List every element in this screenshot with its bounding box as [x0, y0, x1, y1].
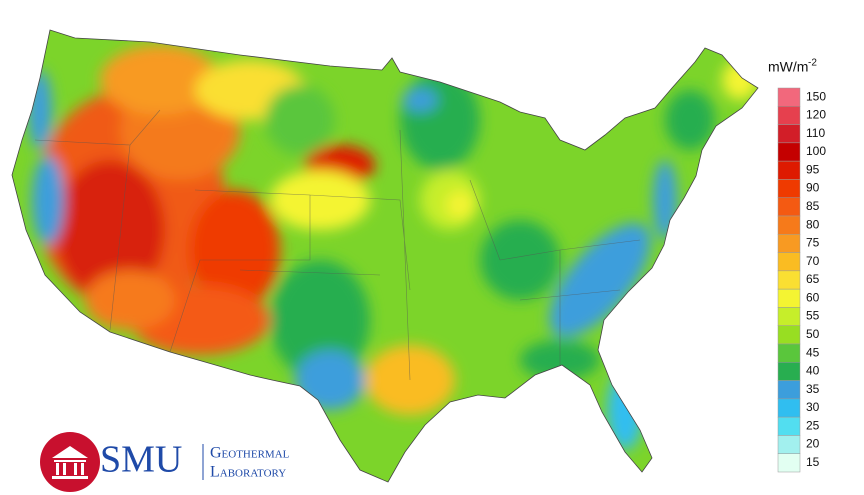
- legend-swatch: [777, 398, 801, 418]
- legend-label: 60: [806, 290, 820, 304]
- legend-swatch: [777, 416, 801, 436]
- legend-swatch: [777, 106, 801, 125]
- legend-label: 95: [806, 162, 820, 176]
- logo-name: SMU: [100, 439, 182, 481]
- legend-label: 50: [806, 327, 820, 341]
- legend-swatch: [777, 197, 801, 217]
- legend-label: 110: [806, 126, 825, 140]
- legend-label: 30: [806, 400, 820, 414]
- legend-label: 40: [806, 364, 820, 378]
- legend-swatch: [777, 142, 801, 162]
- legend-swatch: [777, 325, 801, 345]
- state-lines: [34, 109, 641, 381]
- legend-label: 150: [806, 89, 826, 103]
- legend-label: 70: [806, 254, 820, 268]
- legend-swatch: [777, 362, 801, 381]
- legend-swatch: [777, 179, 801, 198]
- legend-label: 75: [806, 236, 820, 250]
- legend-swatch: [777, 215, 801, 235]
- legend-swatch: [777, 307, 801, 326]
- heat-field: [12, 30, 758, 482]
- legend-label: 45: [806, 345, 820, 359]
- logo-building: [52, 446, 88, 479]
- logo-line-2: Laboratory: [210, 464, 286, 481]
- legend-swatch: [777, 252, 801, 272]
- logo-line-1: Geothermal: [210, 445, 290, 462]
- legend-label: 120: [806, 108, 826, 122]
- legend-swatch: [777, 435, 801, 454]
- legend-label: 85: [806, 199, 820, 213]
- legend-unit-exponent: -2: [808, 58, 817, 69]
- legend-label: 65: [806, 272, 820, 286]
- legend-label: 55: [806, 309, 820, 323]
- legend-swatch: [777, 453, 801, 473]
- legend-label: 25: [806, 418, 820, 432]
- legend-label: 80: [806, 217, 820, 231]
- legend-label: 15: [806, 455, 820, 469]
- legend-swatch: [777, 343, 801, 363]
- legend-label: 20: [806, 437, 820, 451]
- legend: 150 120 110 100 95 90 85 80 75 70 65 60 55 50 45 40 35 30…: [777, 87, 826, 473]
- legend-swatch: [777, 234, 801, 253]
- legend-label: 35: [806, 382, 820, 396]
- legend-swatch: [777, 288, 801, 308]
- legend-unit: mW/m: [768, 59, 808, 75]
- legend-swatch: [777, 87, 801, 107]
- legend-swatch: [777, 380, 801, 400]
- legend-swatch: [777, 270, 801, 290]
- legend-swatch: [777, 124, 801, 144]
- legend-label: 90: [806, 181, 820, 195]
- legend-swatch: [777, 160, 801, 180]
- legend-label: 100: [806, 144, 826, 158]
